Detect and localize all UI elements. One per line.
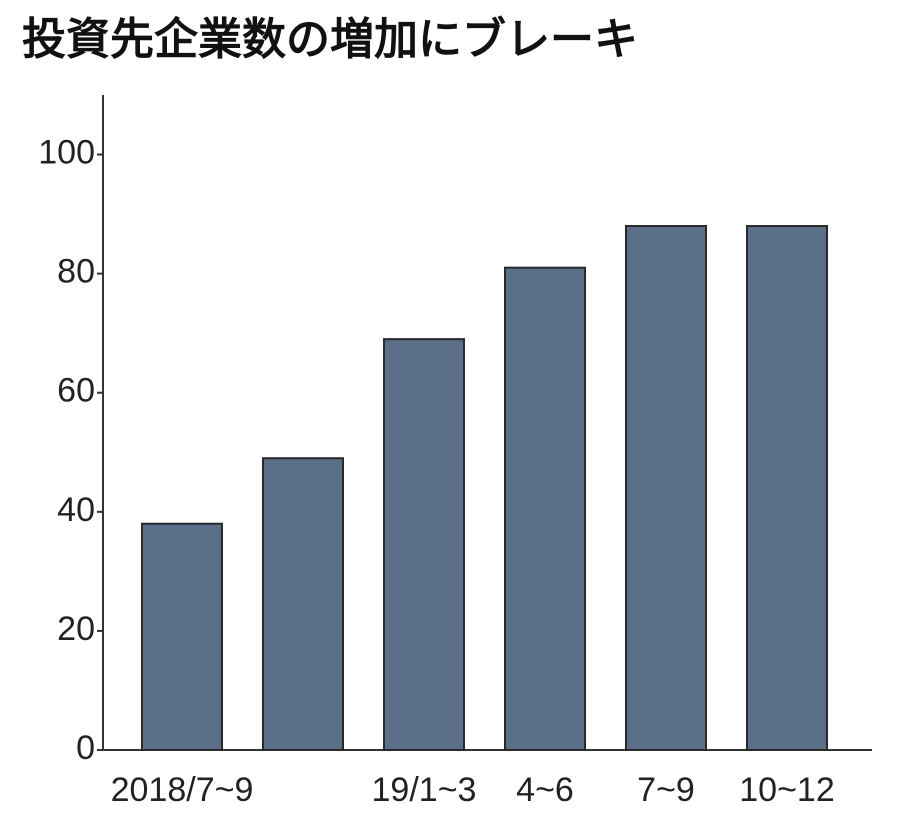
x-tick-label: 4~6 [516, 771, 574, 809]
y-tick-label: 60 [57, 372, 95, 410]
x-tick-label: 2018/7~9 [111, 771, 254, 809]
x-tick-label: 10~12 [739, 771, 835, 809]
y-tick-label: 100 [38, 134, 95, 172]
x-tick-label: 19/1~3 [372, 771, 477, 809]
bar [141, 522, 223, 752]
y-tick-label: 0 [76, 729, 95, 767]
bar [625, 225, 707, 751]
x-tick-label: 7~9 [637, 771, 695, 809]
y-tick-label: 80 [57, 253, 95, 291]
y-tick-label: 20 [57, 610, 95, 648]
bar [504, 266, 586, 751]
bar [746, 225, 828, 751]
y-tick-label: 40 [57, 491, 95, 529]
bar [383, 338, 465, 751]
chart-title: 投資先企業数の増加にブレーキ [22, 14, 638, 65]
bar [262, 457, 344, 751]
